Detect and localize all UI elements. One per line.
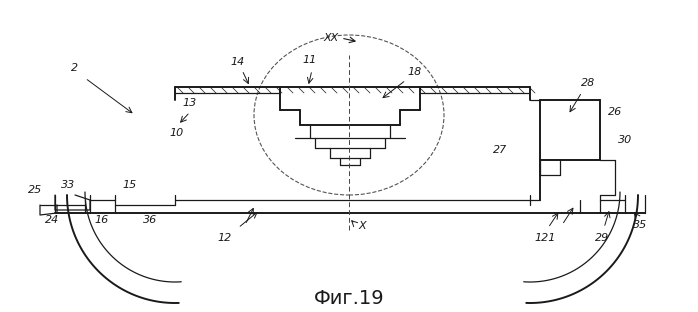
- Text: 2: 2: [71, 63, 79, 73]
- Text: 35: 35: [633, 220, 647, 230]
- Text: 36: 36: [143, 215, 157, 225]
- Text: 24: 24: [45, 215, 59, 225]
- Text: 10: 10: [170, 128, 184, 138]
- Text: Фиг.19: Фиг.19: [313, 289, 385, 308]
- Text: 12: 12: [218, 233, 232, 243]
- Text: 25: 25: [28, 185, 42, 195]
- Text: X: X: [358, 221, 366, 231]
- Text: 27: 27: [493, 145, 507, 155]
- Text: 28: 28: [581, 78, 595, 88]
- Text: 16: 16: [95, 215, 109, 225]
- Text: 121: 121: [534, 233, 556, 243]
- Text: 26: 26: [608, 107, 622, 117]
- Text: 33: 33: [61, 180, 75, 190]
- Text: 11: 11: [303, 55, 317, 65]
- Text: 18: 18: [408, 67, 422, 77]
- Text: 13: 13: [183, 98, 197, 108]
- Text: 15: 15: [123, 180, 137, 190]
- Text: 30: 30: [618, 135, 632, 145]
- Text: 29: 29: [595, 233, 609, 243]
- Text: 14: 14: [231, 57, 245, 67]
- Text: XX: XX: [323, 33, 339, 43]
